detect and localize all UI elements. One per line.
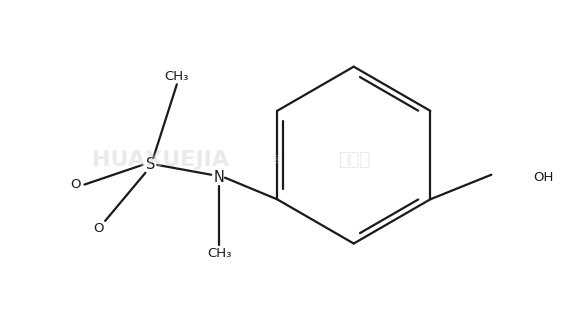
Text: CH₃: CH₃ (207, 247, 231, 260)
Text: O: O (70, 178, 81, 191)
Text: S: S (146, 157, 155, 172)
Text: HUAXUEJIA: HUAXUEJIA (91, 150, 228, 170)
Text: N: N (214, 170, 224, 185)
Text: O: O (93, 222, 104, 235)
Text: OH: OH (534, 171, 554, 184)
Text: CH₃: CH₃ (165, 70, 189, 83)
Text: 化学加: 化学加 (338, 151, 370, 169)
Text: ®: ® (272, 155, 281, 165)
